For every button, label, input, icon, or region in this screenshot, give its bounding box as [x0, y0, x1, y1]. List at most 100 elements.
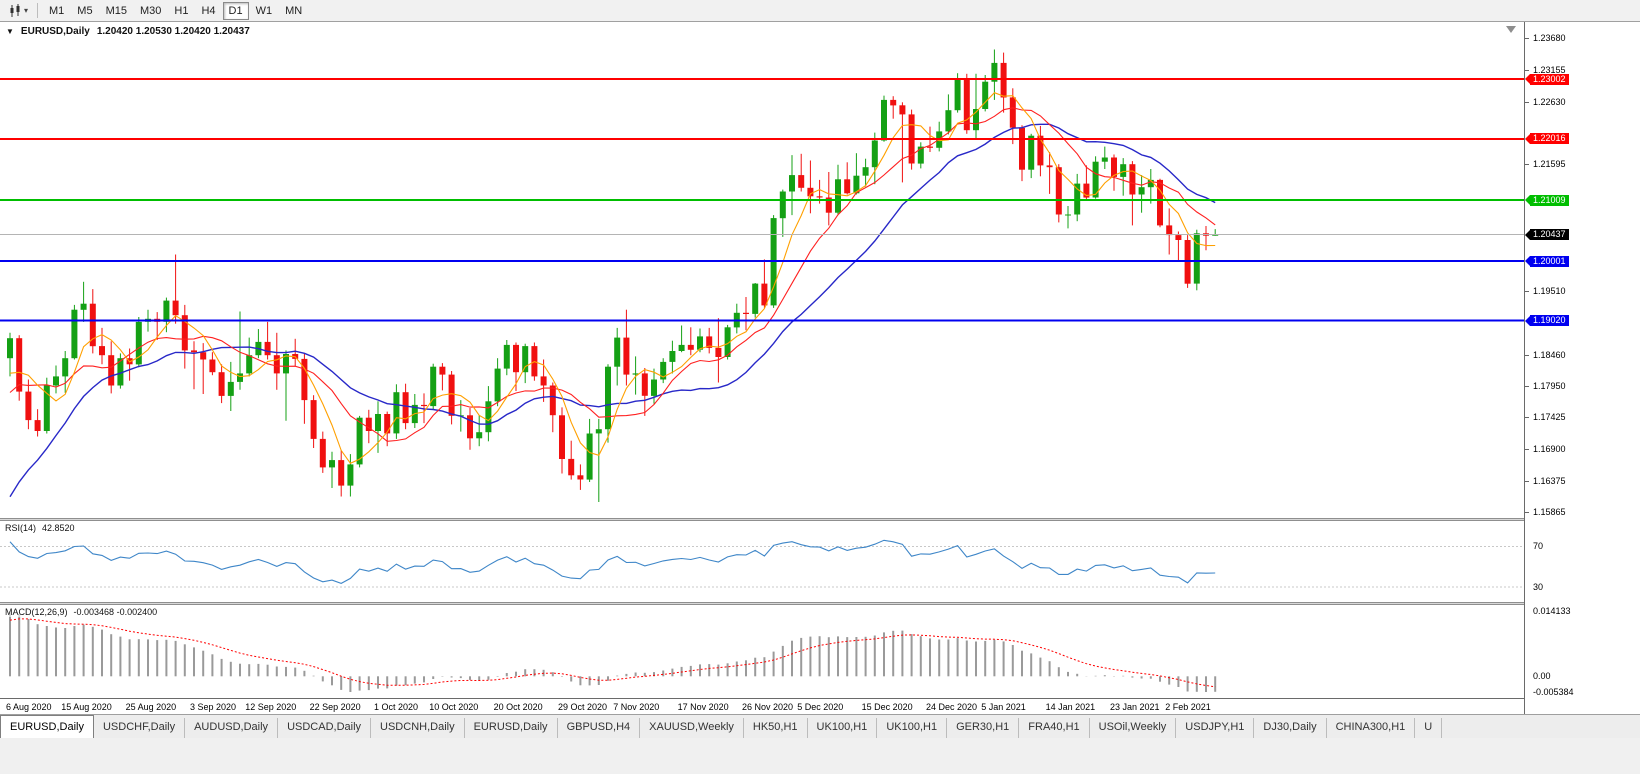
- chart-tab-bar: EURUSD,Daily USDCHF,Daily AUDUSD,Daily USDC…: [0, 714, 1640, 738]
- candlestick-chart[interactable]: [0, 22, 1524, 518]
- macd-indicator-label: MACD(12,26,9) -0.003468 -0.002400: [5, 607, 158, 617]
- price-tick-label: 1.15865: [1533, 507, 1566, 517]
- chart-tab-eurusd-daily[interactable]: EURUSD,Daily: [465, 718, 558, 738]
- chart-tab-u[interactable]: U: [1415, 718, 1443, 738]
- time-axis-label: 2 Feb 2021: [1165, 702, 1211, 712]
- timeframe-button-m5[interactable]: M5: [77, 4, 93, 17]
- time-axis-label: 17 Nov 2020: [677, 702, 729, 712]
- chart-title: ▼ EURUSD,Daily 1.20420 1.20530 1.20420 1…: [6, 26, 250, 37]
- chart-tab-uk100-h1[interactable]: UK100,H1: [877, 718, 948, 738]
- main-chart-panel[interactable]: ▼ EURUSD,Daily 1.20420 1.20530 1.20420 1…: [0, 22, 1524, 518]
- toolbar: ▾ M1 M5 M15 M30 H1 H4 D1 W1 MN: [0, 0, 1640, 22]
- rsi-chart[interactable]: [0, 521, 1524, 602]
- time-axis: 6 Aug 2020 15 Aug 2020 25 Aug 2020 3 Sep 20…: [0, 698, 1524, 714]
- chart-tab-usdchf-daily[interactable]: USDCHF,Daily: [94, 718, 186, 738]
- time-axis-label: 1 Oct 2020: [374, 702, 419, 712]
- macd-values: -0.003468 -0.002400: [73, 607, 158, 617]
- chart-ohlc: 1.20420 1.20530 1.20420 1.20437: [96, 26, 250, 37]
- tick-mark: [1525, 290, 1529, 292]
- time-axis-label: 15 Aug 2020: [61, 702, 112, 712]
- timeframe-group: M1 M5 M15 M30 H1 H4 D1 W1 MN: [43, 1, 308, 20]
- hline-price-label: 1.20001: [1525, 255, 1569, 267]
- timeframe-button-h4[interactable]: H4: [201, 4, 216, 17]
- tick-mark: [1525, 481, 1529, 483]
- time-axis-label: 12 Sep 2020: [245, 702, 297, 712]
- candlestick-chart-icon: [10, 3, 20, 17]
- timeframe-button-m1[interactable]: M1: [49, 4, 65, 17]
- macd-axis-label: -0.005384: [1533, 687, 1574, 697]
- price-axis: 1.23680 1.23155 1.22630 1.21595 1.19510 1.184…: [1524, 22, 1640, 714]
- price-tick-label: 1.23155: [1533, 64, 1566, 75]
- chart-tab-china300-h1[interactable]: CHINA300,H1: [1327, 718, 1416, 738]
- collapse-caret-icon[interactable]: ▼: [6, 27, 14, 36]
- macd-label: MACD(12,26,9): [5, 607, 68, 617]
- chart-tab-dj30-daily[interactable]: DJ30,Daily: [1254, 718, 1327, 738]
- price-tick-label: 1.18460: [1533, 349, 1566, 360]
- timeframe-button-m30[interactable]: M30: [139, 4, 162, 17]
- rsi-value: 42.8520: [42, 523, 75, 533]
- tick-mark: [1525, 164, 1529, 166]
- hline-price-label: 1.22016: [1525, 133, 1569, 145]
- tick-mark: [1525, 512, 1529, 513]
- macd-panel[interactable]: MACD(12,26,9) -0.003468 -0.002400: [0, 605, 1524, 698]
- current-price-label: 1.20437: [1525, 229, 1569, 241]
- chart-tab-usoil-weekly[interactable]: USOil,Weekly: [1090, 718, 1177, 738]
- rsi-label: RSI(14): [5, 523, 37, 533]
- chart-type-button[interactable]: ▾: [4, 3, 32, 19]
- chart-tab-audusd-daily[interactable]: AUDUSD,Daily: [185, 718, 279, 738]
- time-axis-label: 23 Jan 2021: [1110, 702, 1160, 712]
- time-axis-label: 7 Nov 2020: [613, 702, 660, 712]
- timeframe-button-h1[interactable]: H1: [174, 4, 189, 17]
- chart-tab-usdcad-daily[interactable]: USDCAD,Daily: [278, 718, 372, 738]
- panel-splitter[interactable]: [0, 518, 1640, 521]
- macd-axis-label: 0.014133: [1533, 606, 1571, 616]
- time-axis-label: 10 Oct 2020: [429, 702, 479, 712]
- rsi-level-label: 70: [1533, 541, 1544, 552]
- rsi-level-label: 30: [1533, 581, 1544, 592]
- chart-tab-gbpusd-h4[interactable]: GBPUSD,H4: [558, 718, 641, 738]
- tick-mark: [1525, 69, 1529, 71]
- chart-shift-marker[interactable]: [1506, 26, 1516, 33]
- timeframe-button-m15[interactable]: M15: [105, 4, 127, 17]
- hline-price-label: 1.21009: [1525, 194, 1569, 206]
- rsi-panel[interactable]: RSI(14) 42.8520: [0, 521, 1524, 602]
- tick-mark: [1525, 101, 1529, 103]
- toolbar-separator: [37, 3, 39, 18]
- price-tick-label: 1.16375: [1533, 476, 1566, 487]
- price-tick-label: 1.21595: [1533, 159, 1566, 170]
- time-axis-label: 20 Oct 2020: [493, 702, 543, 712]
- price-tick-label: 1.16900: [1533, 444, 1566, 455]
- timeframe-button-d1[interactable]: D1: [222, 1, 249, 20]
- chart-tab-hk50-h1[interactable]: HK50,H1: [744, 718, 808, 738]
- time-axis-label: 24 Dec 2020: [926, 702, 978, 712]
- chart-tab-fra40-h1[interactable]: FRA40,H1: [1019, 718, 1090, 738]
- chart-tab-eurusd-daily[interactable]: EURUSD,Daily: [0, 715, 94, 738]
- time-axis-label: 15 Dec 2020: [861, 702, 913, 712]
- timeframe-button-w1[interactable]: W1: [255, 4, 273, 17]
- time-axis-label: 5 Dec 2020: [797, 702, 844, 712]
- tick-mark: [1525, 417, 1529, 419]
- time-axis-label: 5 Jan 2021: [981, 702, 1026, 712]
- chart-tab-uk100-h1[interactable]: UK100,H1: [808, 718, 878, 738]
- chart-tab-xauusd-weekly[interactable]: XAUUSD,Weekly: [640, 718, 744, 738]
- tick-mark: [1525, 449, 1529, 451]
- macd-axis-label: 0.00: [1533, 671, 1551, 682]
- tick-mark: [1525, 38, 1529, 39]
- time-axis-label: 14 Jan 2021: [1045, 702, 1096, 712]
- tick-mark: [1525, 385, 1529, 387]
- macd-chart[interactable]: [0, 605, 1524, 698]
- time-axis-label: 6 Aug 2020: [6, 702, 52, 712]
- time-axis-label: 26 Nov 2020: [742, 702, 794, 712]
- time-axis-label: 25 Aug 2020: [125, 702, 177, 712]
- panel-splitter[interactable]: [0, 602, 1640, 605]
- chart-tab-ger30-h1[interactable]: GER30,H1: [947, 718, 1020, 738]
- chart-symbol: EURUSD,Daily: [20, 26, 90, 37]
- price-tick-label: 1.22630: [1533, 96, 1566, 107]
- price-tick-label: 1.17950: [1533, 380, 1566, 391]
- timeframe-button-mn[interactable]: MN: [285, 4, 303, 17]
- chart-tab-usdjpy-h1[interactable]: USDJPY,H1: [1176, 718, 1255, 738]
- chart-tab-usdcnh-daily[interactable]: USDCNH,Daily: [371, 718, 465, 738]
- time-axis-label: 3 Sep 2020: [190, 702, 237, 712]
- price-tick-label: 1.23680: [1533, 33, 1566, 43]
- price-tick-label: 1.19510: [1533, 285, 1566, 296]
